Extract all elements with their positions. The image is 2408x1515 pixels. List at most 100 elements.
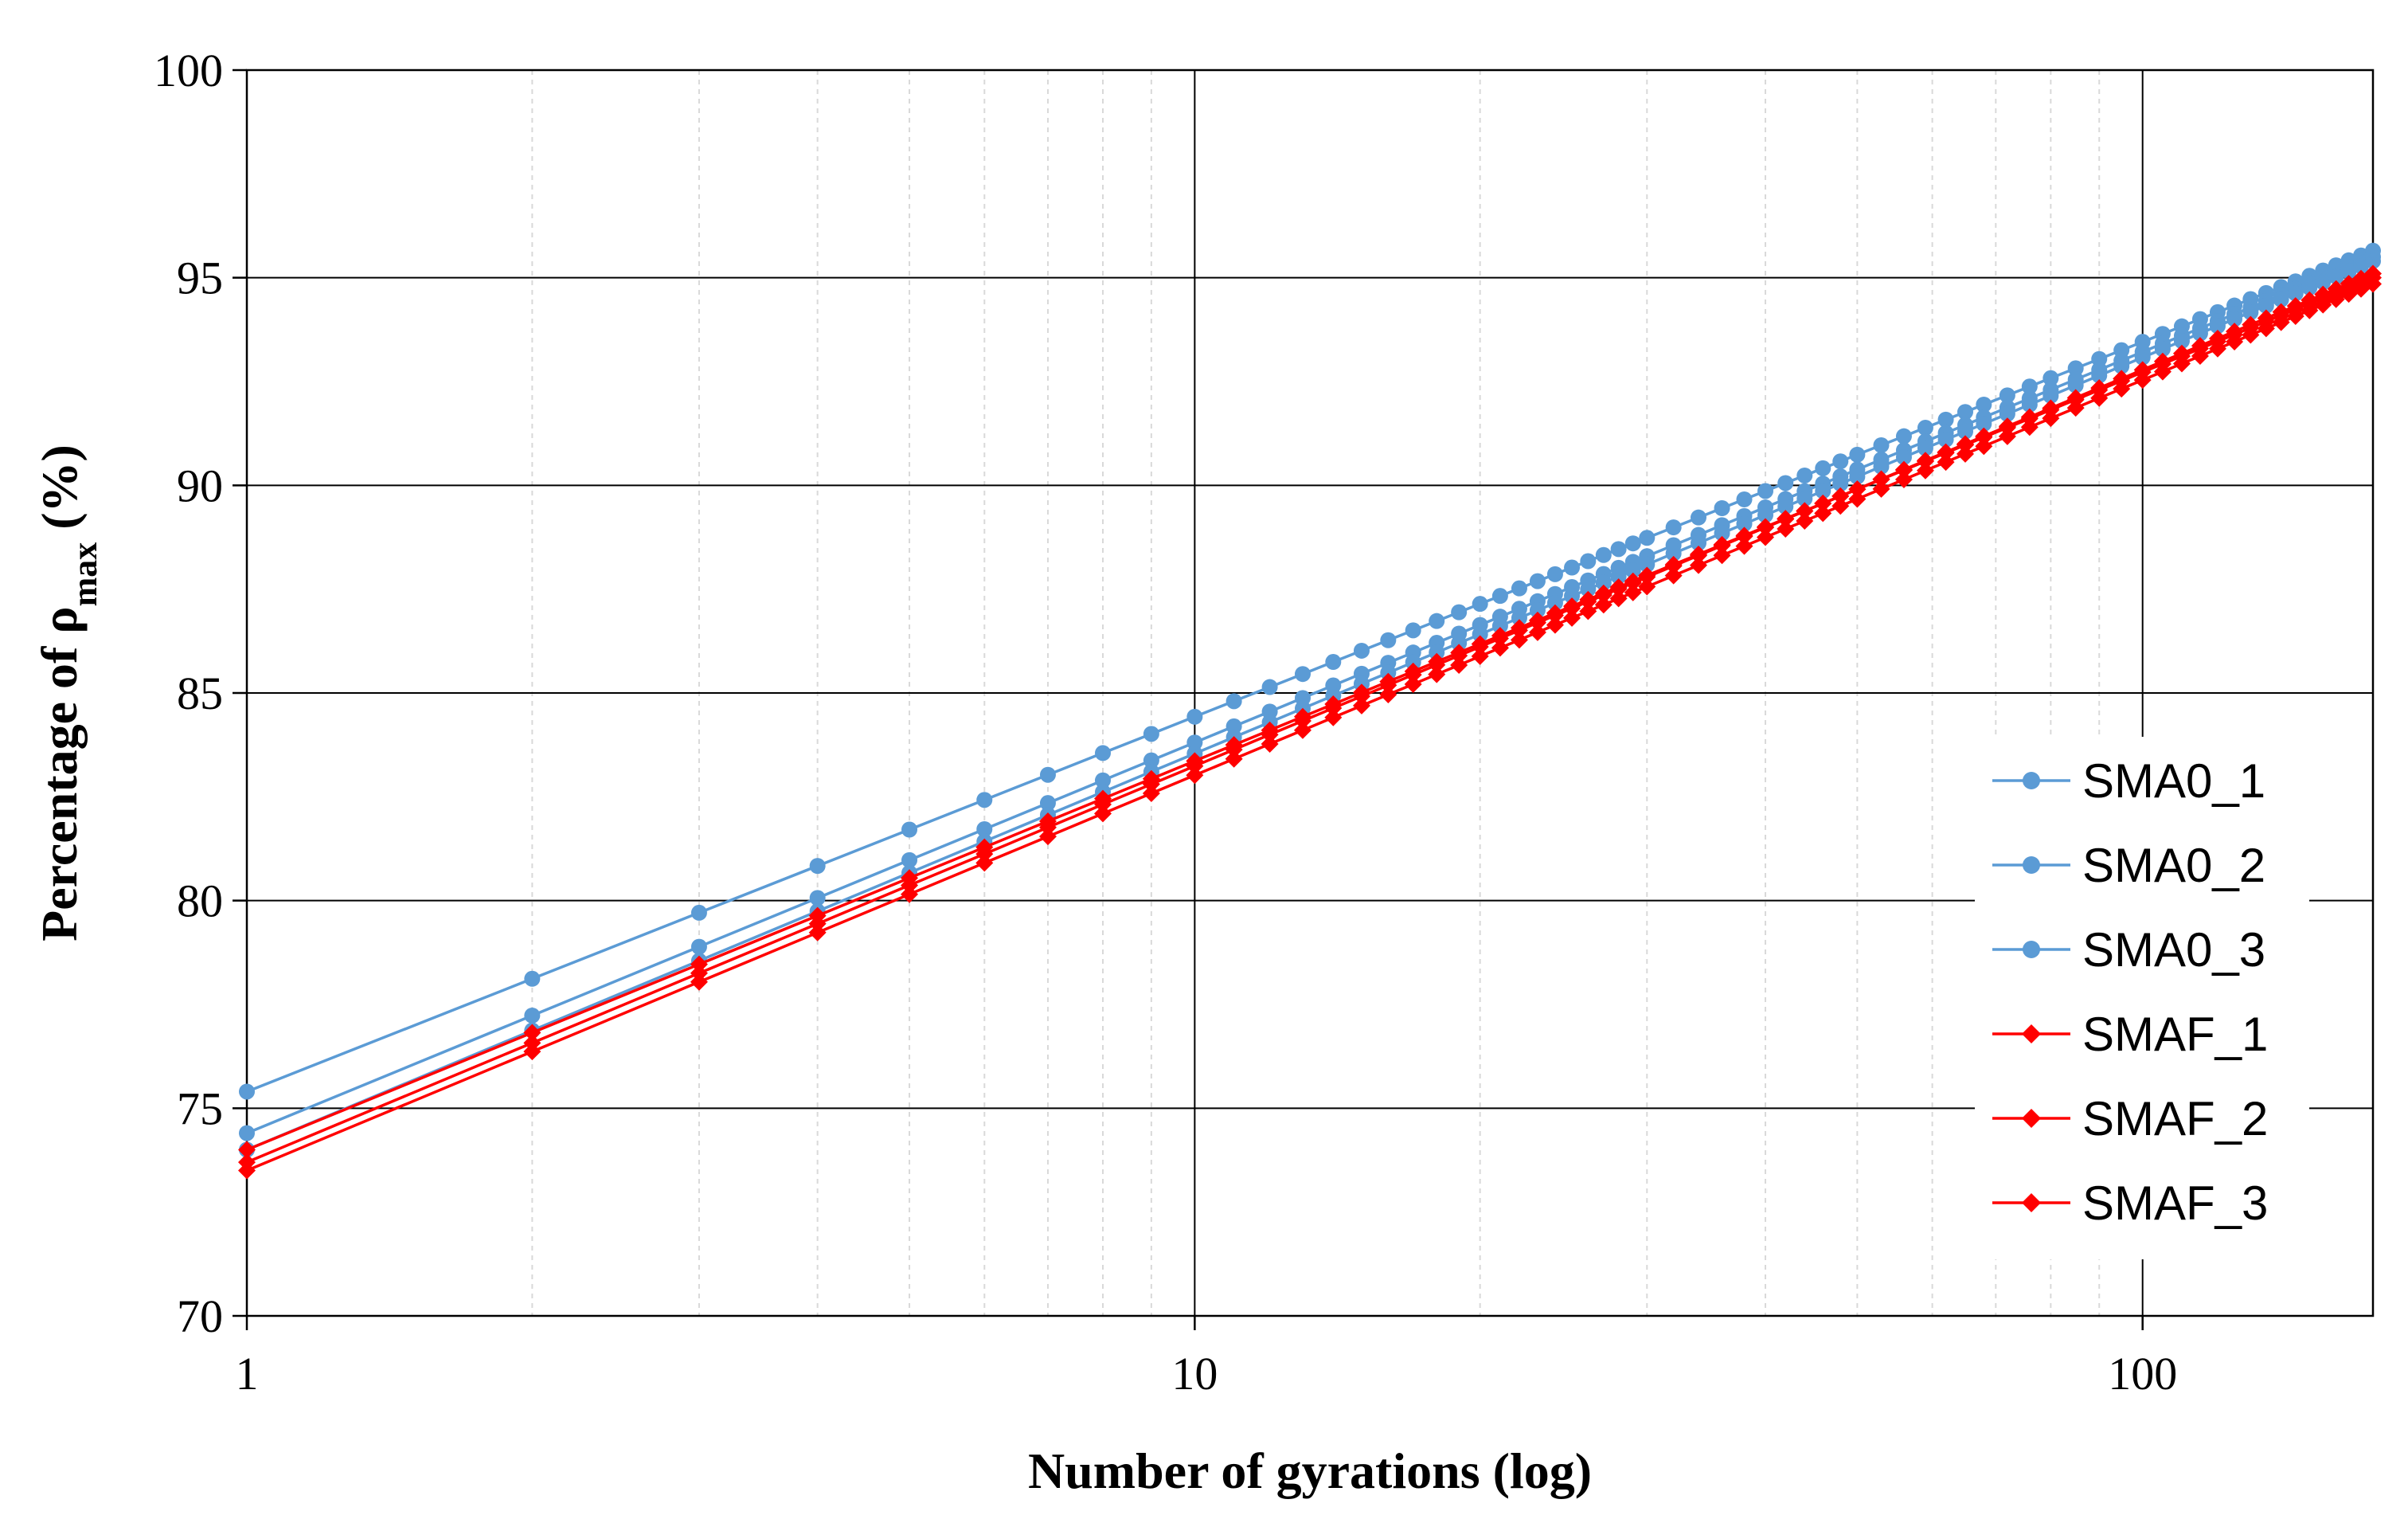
data-point <box>1624 583 1642 601</box>
data-point <box>1757 528 1775 546</box>
data-point <box>1609 589 1628 608</box>
data-point <box>1472 596 1488 613</box>
data-point <box>238 1141 256 1159</box>
data-point <box>2091 367 2108 384</box>
data-point <box>1895 448 1912 465</box>
data-point <box>2020 418 2039 436</box>
data-point <box>1956 444 1975 463</box>
data-point <box>1714 499 1730 516</box>
data-point <box>690 938 707 955</box>
data-point <box>2364 275 2382 293</box>
data-point <box>1428 652 1446 671</box>
data-point <box>1451 604 1468 620</box>
data-point <box>1639 556 1656 573</box>
data-point <box>2134 349 2151 366</box>
legend-item-SMAF_3: SMAF_3 <box>1992 1176 2268 1230</box>
data-point <box>901 885 919 903</box>
data-point <box>1895 428 1912 444</box>
data-point <box>1848 490 1867 508</box>
data-point <box>2226 311 2243 327</box>
data-point <box>2172 354 2191 373</box>
data-point <box>1379 672 1398 691</box>
legend-item-SMA0_3: SMA0_3 <box>1992 923 2265 977</box>
data-point <box>1094 772 1111 789</box>
data-point <box>1609 578 1628 597</box>
y-axis-title-suffix: (%) <box>31 444 88 542</box>
data-point <box>1226 693 1242 710</box>
data-point <box>2257 319 2275 338</box>
y-tick-label: 90 <box>177 460 223 511</box>
data-point <box>1510 619 1528 637</box>
data-point <box>2353 258 2370 275</box>
y-axis-title-main: Percentage of ρ <box>31 606 88 941</box>
data-point <box>1546 594 1563 611</box>
series-SMAF_3 <box>238 275 2382 1180</box>
data-point <box>1610 541 1627 558</box>
data-point <box>2242 304 2259 321</box>
data-point <box>1757 507 1774 523</box>
data-point <box>1579 602 1597 620</box>
data-point <box>1594 596 1612 614</box>
data-point <box>1917 420 1933 436</box>
data-point <box>239 1125 255 1141</box>
y-tick-label: 70 <box>177 1290 223 1342</box>
data-point <box>2300 301 2319 319</box>
data-point <box>1664 566 1683 585</box>
data-point <box>1511 609 1527 626</box>
data-point <box>2021 378 2038 395</box>
data-point <box>1937 411 1954 428</box>
legend-marker <box>2022 1193 2041 1212</box>
data-point <box>1937 453 1955 472</box>
data-point <box>1624 562 1641 579</box>
data-point <box>523 1043 541 1061</box>
data-point <box>1038 812 1057 830</box>
data-point <box>1380 632 1397 648</box>
y-axis-title: Percentage of ρmax (%) <box>31 444 104 941</box>
data-point <box>1093 789 1112 808</box>
x-tick-label: 1 <box>236 1348 259 1400</box>
data-point <box>808 923 827 941</box>
data-point <box>1491 627 1509 645</box>
data-point <box>1957 423 1974 440</box>
data-point <box>1999 387 2015 404</box>
data-point <box>1528 611 1546 629</box>
data-point <box>1324 695 1343 714</box>
legend-label: SMA0_2 <box>2082 839 2265 892</box>
data-point <box>2209 318 2226 335</box>
data-point <box>2067 377 2084 393</box>
data-point <box>1665 519 1682 536</box>
data-point <box>901 821 918 838</box>
data-point <box>1832 476 1849 492</box>
data-point <box>1491 617 1508 634</box>
data-point <box>2286 307 2304 326</box>
data-point <box>1777 499 1794 515</box>
data-point <box>1689 545 1707 563</box>
y-tick-label: 85 <box>177 667 223 719</box>
data-point <box>1849 468 1866 485</box>
legend-label: SMAF_3 <box>2082 1176 2268 1230</box>
data-point <box>1736 491 1753 507</box>
data-point <box>1777 475 1794 491</box>
legend-marker <box>2023 941 2040 958</box>
data-point <box>975 838 994 856</box>
data-point <box>1450 644 1468 662</box>
data-point <box>1638 577 1656 596</box>
data-point <box>2242 326 2260 344</box>
data-point <box>1815 460 1831 476</box>
data-point <box>1937 444 1955 462</box>
data-point <box>808 906 827 925</box>
data-point <box>1872 480 1890 498</box>
data-point <box>1690 534 1706 551</box>
data-point <box>1976 416 1992 433</box>
data-point <box>1261 679 1278 695</box>
legend-item-SMA0_1: SMA0_1 <box>1992 754 2265 808</box>
data-point <box>1873 436 1890 453</box>
data-point <box>1580 581 1597 597</box>
data-point <box>690 955 708 973</box>
data-point <box>1563 597 1581 616</box>
legend-item-SMA0_2: SMA0_2 <box>1992 839 2265 892</box>
data-point <box>1848 480 1867 499</box>
data-point <box>1814 504 1832 523</box>
data-point <box>1471 635 1489 653</box>
legend-marker <box>2022 1024 2041 1043</box>
